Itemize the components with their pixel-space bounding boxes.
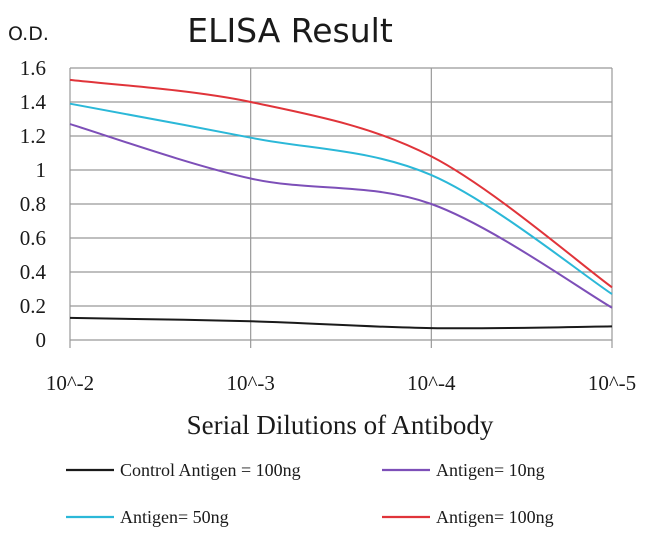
legend-label: Control Antigen = 100ng xyxy=(120,460,301,480)
grid xyxy=(69,67,613,348)
x-axis-label: Serial Dilutions of Antibody xyxy=(187,410,494,440)
legend-label: Antigen= 10ng xyxy=(436,460,545,480)
y-tick-label: 0.4 xyxy=(20,260,47,284)
x-tick-label: 10^-4 xyxy=(407,371,456,395)
series-line xyxy=(69,102,613,295)
x-tick-label: 10^-5 xyxy=(588,371,636,395)
chart-title: ELISA Result xyxy=(187,11,393,50)
y-tick-label: 1.6 xyxy=(20,56,46,80)
y-tick-label: 0.2 xyxy=(20,294,46,318)
series-line xyxy=(69,316,613,330)
legend-label: Antigen= 50ng xyxy=(120,507,229,527)
y-tick-label: 1.2 xyxy=(20,124,46,148)
y-tick-label: 0.6 xyxy=(20,226,46,250)
x-tick-label: 10^-2 xyxy=(46,371,94,395)
series-line xyxy=(69,123,613,309)
y-ticks: 0 0.2 0.4 0.6 0.8 1 1.2 1.4 1.6 xyxy=(20,56,47,352)
y-axis-label: O.D. xyxy=(8,23,49,45)
y-tick-label: 0.8 xyxy=(20,192,46,216)
series-lines xyxy=(69,78,613,330)
x-ticks: 10^-2 10^-3 10^-4 10^-5 xyxy=(46,371,636,395)
x-tick-label: 10^-3 xyxy=(226,371,274,395)
y-tick-label: 0 xyxy=(36,328,47,352)
legend: Control Antigen = 100ng Antigen= 10ng Anti… xyxy=(66,460,554,527)
legend-label: Antigen= 100ng xyxy=(436,507,554,527)
y-tick-label: 1 xyxy=(36,158,47,182)
series-line xyxy=(69,78,613,289)
y-tick-label: 1.4 xyxy=(20,90,47,114)
